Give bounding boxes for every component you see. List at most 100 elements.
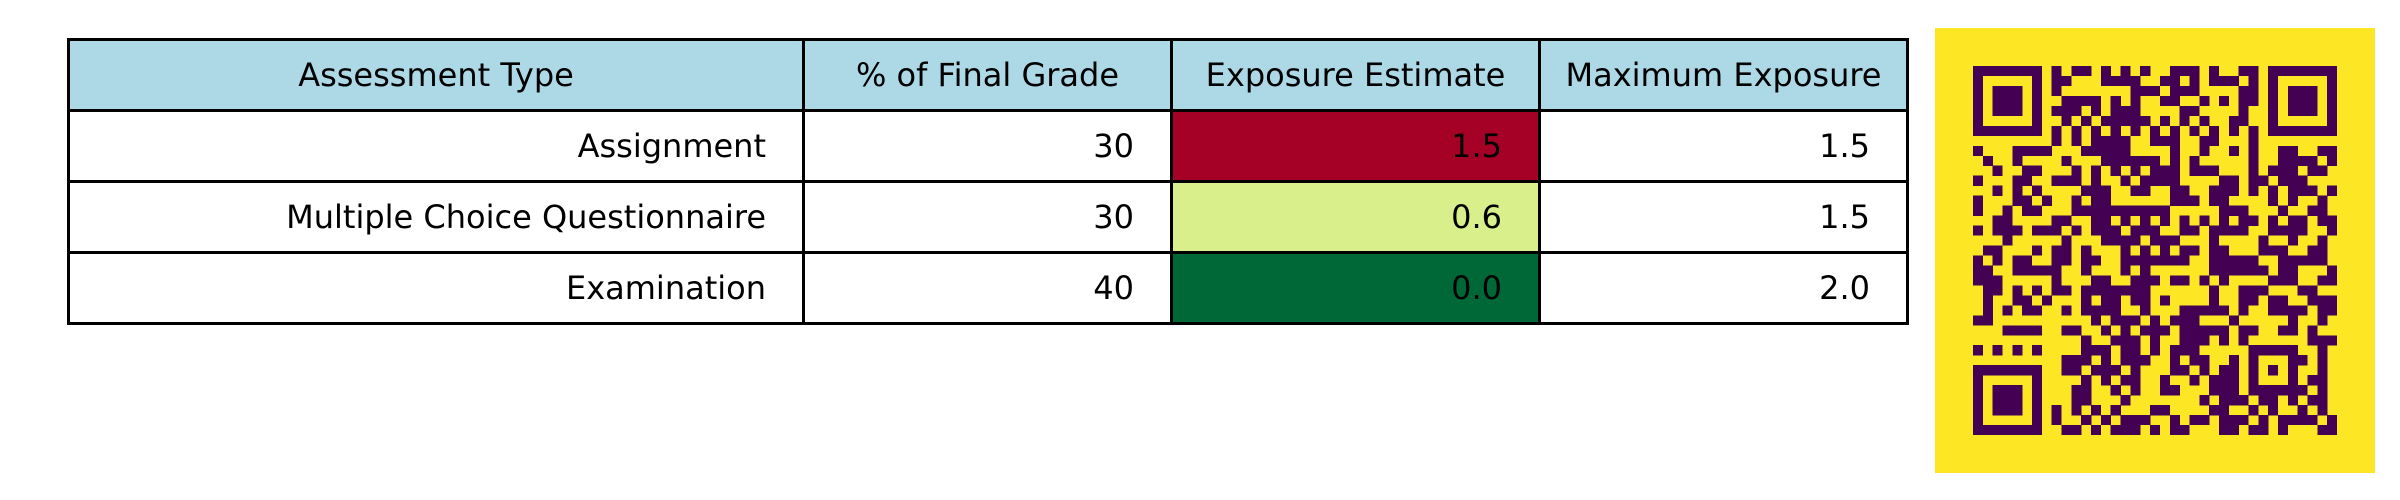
qr-module	[2209, 305, 2220, 316]
qr-module	[2228, 175, 2239, 186]
qr-module	[2130, 255, 2141, 266]
qr-module	[2169, 145, 2180, 156]
qr-module	[2248, 375, 2259, 386]
qr-module	[2307, 165, 2318, 176]
qr-module	[2100, 225, 2111, 236]
qr-module	[2327, 95, 2337, 107]
qr-module	[2032, 305, 2043, 316]
qr-module	[2110, 225, 2121, 236]
qr-module	[2110, 235, 2121, 246]
assessment-table: Assessment Type % of Final Grade Exposur…	[67, 38, 1909, 325]
qr-module	[1992, 385, 2003, 396]
qr-module	[2110, 335, 2121, 346]
qr-module	[2002, 105, 2013, 117]
qr-module	[2209, 255, 2220, 266]
qr-module	[2238, 255, 2249, 266]
qr-module	[2150, 135, 2161, 146]
qr-module	[2268, 245, 2279, 256]
qr-module	[1992, 105, 2003, 117]
qr-module	[2199, 355, 2210, 366]
qr-module	[2130, 285, 2141, 296]
qr-module	[2081, 395, 2092, 406]
qr-module	[2130, 235, 2141, 246]
qr-module	[2120, 335, 2131, 346]
qr-module	[2120, 245, 2131, 256]
qr-module	[2277, 125, 2289, 137]
qr-module	[2189, 75, 2200, 87]
qr-module	[2189, 85, 2200, 97]
qr-module	[2248, 95, 2259, 107]
qr-module	[2199, 365, 2210, 376]
qr-module	[2071, 405, 2082, 416]
qr-module	[2159, 175, 2170, 186]
qr-module	[2100, 295, 2111, 306]
qr-module	[1992, 425, 2003, 435]
qr-module	[2159, 325, 2170, 336]
qr-module	[2327, 425, 2337, 435]
qr-module	[2100, 235, 2111, 246]
qr-module	[2130, 155, 2141, 166]
qr-module	[2307, 205, 2318, 216]
qr-module	[2199, 95, 2210, 107]
qr-module	[2268, 66, 2279, 77]
qr-module	[1992, 225, 2003, 236]
qr-module	[2159, 255, 2170, 266]
qr-module	[1992, 255, 2003, 266]
qr-module	[2287, 345, 2298, 356]
qr-module	[2277, 245, 2289, 256]
qr-module	[2012, 425, 2023, 435]
qr-module	[1973, 385, 1984, 396]
qr-module	[2228, 425, 2239, 435]
qr-module	[2140, 175, 2151, 186]
qr-module	[2317, 395, 2328, 406]
qr-module	[2179, 115, 2190, 127]
qr-module	[2110, 125, 2121, 137]
qr-module	[2169, 85, 2180, 97]
qr-module	[2120, 315, 2131, 326]
qr-module	[2277, 275, 2289, 286]
qr-module	[2041, 195, 2052, 206]
qr-module	[2287, 235, 2298, 246]
qr-module	[2248, 425, 2259, 435]
qr-module	[2091, 365, 2102, 376]
qr-module	[2120, 375, 2131, 386]
qr-module	[2317, 125, 2328, 137]
qr-module	[2100, 375, 2111, 386]
qr-module	[1973, 195, 1984, 206]
qr-module	[2012, 105, 2023, 117]
cell-assessment-type: Assignment	[67, 109, 805, 183]
qr-module	[2051, 75, 2062, 87]
qr-module	[2150, 125, 2161, 137]
qr-module	[2110, 165, 2121, 176]
qr-module	[2120, 105, 2131, 117]
qr-module	[2228, 125, 2239, 137]
qr-module	[2061, 365, 2072, 376]
qr-module	[2110, 405, 2121, 416]
qr-module	[2032, 285, 2043, 296]
qr-module	[2110, 95, 2121, 107]
qr-module	[2002, 85, 2013, 97]
qr-module	[2268, 185, 2279, 196]
qr-module	[2150, 165, 2161, 176]
qr-module	[2140, 355, 2151, 366]
qr-module	[2228, 75, 2239, 87]
qr-module	[2051, 215, 2062, 226]
qr-module	[2150, 425, 2161, 435]
qr-module	[2317, 195, 2328, 206]
qr-module	[1992, 185, 2003, 196]
qr-module	[2189, 165, 2200, 176]
qr-module	[2189, 195, 2200, 206]
qr-module	[2012, 285, 2023, 296]
qr-module	[2159, 75, 2170, 87]
qr-module	[2307, 335, 2318, 346]
qr-module	[2248, 405, 2259, 416]
qr-module	[1982, 305, 1993, 316]
qr-module	[2130, 185, 2141, 196]
qr-module	[2159, 135, 2170, 146]
qr-module	[2268, 405, 2279, 416]
qr-module	[2041, 225, 2052, 236]
qr-module	[1973, 105, 1984, 117]
qr-module	[2051, 175, 2062, 186]
qr-module	[1973, 95, 1984, 107]
qr-module	[2032, 225, 2043, 236]
